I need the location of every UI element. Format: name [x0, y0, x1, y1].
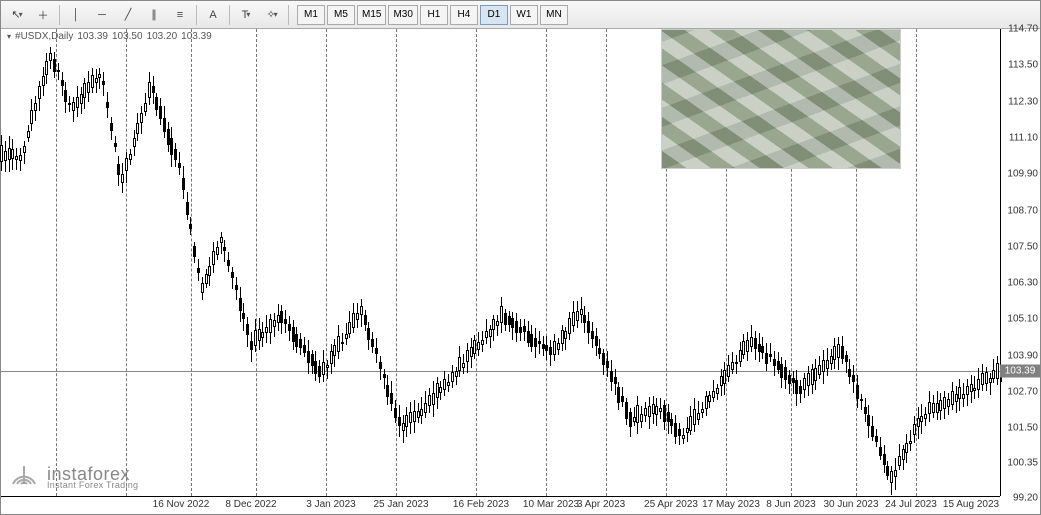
horizontal-line-icon[interactable]: ─ [90, 4, 114, 26]
ohlc-low: 103.20 [147, 31, 178, 42]
brand-tagline: Instant Forex Trading [47, 481, 138, 490]
x-tick-label: 25 Jan 2023 [373, 499, 428, 510]
y-tick-label: 106.30 [1007, 278, 1038, 289]
y-tick-label: 107.50 [1007, 241, 1038, 252]
y-tick-label: 105.10 [1007, 314, 1038, 325]
label-icon[interactable]: T▾ [234, 4, 258, 26]
y-axis: 114.70113.50112.30111.10109.90108.70107.… [1000, 29, 1040, 496]
last-price-label: 103.39 [1000, 365, 1040, 378]
ohlc-close: 103.39 [181, 31, 212, 42]
y-tick-label: 109.90 [1007, 169, 1038, 180]
x-tick-label: 16 Nov 2022 [153, 499, 210, 510]
y-tick-label: 113.50 [1008, 60, 1038, 71]
timeframe-m1-button[interactable]: M1 [297, 5, 325, 25]
y-tick-label: 108.70 [1007, 205, 1038, 216]
y-tick-label: 99.20 [1013, 493, 1038, 504]
timeframe-h1-button[interactable]: H1 [420, 5, 448, 25]
x-tick-label: 3 Apr 2023 [577, 499, 625, 510]
embedded-image [661, 29, 901, 169]
y-tick-label: 102.70 [1007, 387, 1038, 398]
timeframe-m5-button[interactable]: M5 [327, 5, 355, 25]
app-window: ↖▾＋ │─╱∥≡ A T▾✧▾ M1M5M15M30H1H4D1W1MN ▾ #US… [0, 0, 1041, 515]
toolbar-separator [229, 5, 230, 25]
text-icon[interactable]: A [201, 4, 225, 26]
channel-icon[interactable]: ∥ [142, 4, 166, 26]
chart-area: ▾ #USDX,Daily 103.39 103.50 103.20 103.3… [1, 29, 1040, 514]
chart-menu-dropdown[interactable]: ▾ [7, 32, 11, 41]
vertical-line-icon[interactable]: │ [64, 4, 88, 26]
period-separator [56, 29, 57, 496]
period-separator [191, 29, 192, 496]
timeframe-m30-button[interactable]: M30 [388, 5, 417, 25]
x-tick-label: 15 Aug 2023 [943, 499, 999, 510]
period-separator [126, 29, 127, 496]
x-tick-label: 8 Jun 2023 [766, 499, 816, 510]
toolbar-separator [59, 5, 60, 25]
x-axis: 16 Nov 2022 8 Dec 2022 3 Jan 2023 25 Jan 20… [1, 496, 1000, 514]
trendline-icon[interactable]: ╱ [116, 4, 140, 26]
timeframe-m15-button[interactable]: M15 [357, 5, 386, 25]
x-tick-label: 8 Dec 2022 [225, 499, 276, 510]
x-tick-label: 16 Feb 2023 [453, 499, 509, 510]
timeframe-d1-button[interactable]: D1 [480, 5, 508, 25]
y-tick-label: 111.10 [1009, 132, 1038, 143]
brand-icon [7, 460, 41, 494]
toolbar: ↖▾＋ │─╱∥≡ A T▾✧▾ M1M5M15M30H1H4D1W1MN [1, 1, 1040, 29]
timeframe-mn-button[interactable]: MN [540, 5, 568, 25]
period-separator [256, 29, 257, 496]
y-tick-label: 114.70 [1008, 24, 1038, 35]
x-tick-label: 3 Jan 2023 [306, 499, 356, 510]
ohlc-open: 103.39 [77, 31, 108, 42]
x-tick-label: 24 Jul 2023 [885, 499, 937, 510]
timeframe-h4-button[interactable]: H4 [450, 5, 478, 25]
x-tick-label: 25 Apr 2023 [644, 499, 698, 510]
fibonacci-icon[interactable]: ≡ [168, 4, 192, 26]
toolbar-separator [196, 5, 197, 25]
y-tick-label: 112.30 [1008, 96, 1038, 107]
x-tick-label: 30 Jun 2023 [823, 499, 878, 510]
x-tick-label: 17 May 2023 [702, 499, 760, 510]
x-tick-label: 10 Mar 2023 [523, 499, 579, 510]
chart-title: ▾ #USDX,Daily 103.39 103.50 103.20 103.3… [7, 31, 212, 42]
timeframe-bar: M1M5M15M30H1H4D1W1MN [297, 5, 568, 25]
toolbar-separator [288, 5, 289, 25]
period-separator [326, 29, 327, 496]
period-separator [606, 29, 607, 496]
symbol-label: #USDX,Daily [15, 31, 73, 42]
crosshair-icon[interactable]: ＋ [31, 4, 55, 26]
brand-watermark: instaforex Instant Forex Trading [7, 460, 138, 494]
period-separator [476, 29, 477, 496]
y-tick-label: 101.50 [1007, 423, 1038, 434]
timeframe-w1-button[interactable]: W1 [510, 5, 538, 25]
cursor-icon[interactable]: ↖▾ [5, 4, 29, 26]
y-tick-label: 103.90 [1007, 350, 1038, 361]
period-separator [546, 29, 547, 496]
shapes-icon[interactable]: ✧▾ [260, 4, 284, 26]
ohlc-high: 103.50 [112, 31, 143, 42]
y-tick-label: 100.35 [1007, 458, 1038, 469]
